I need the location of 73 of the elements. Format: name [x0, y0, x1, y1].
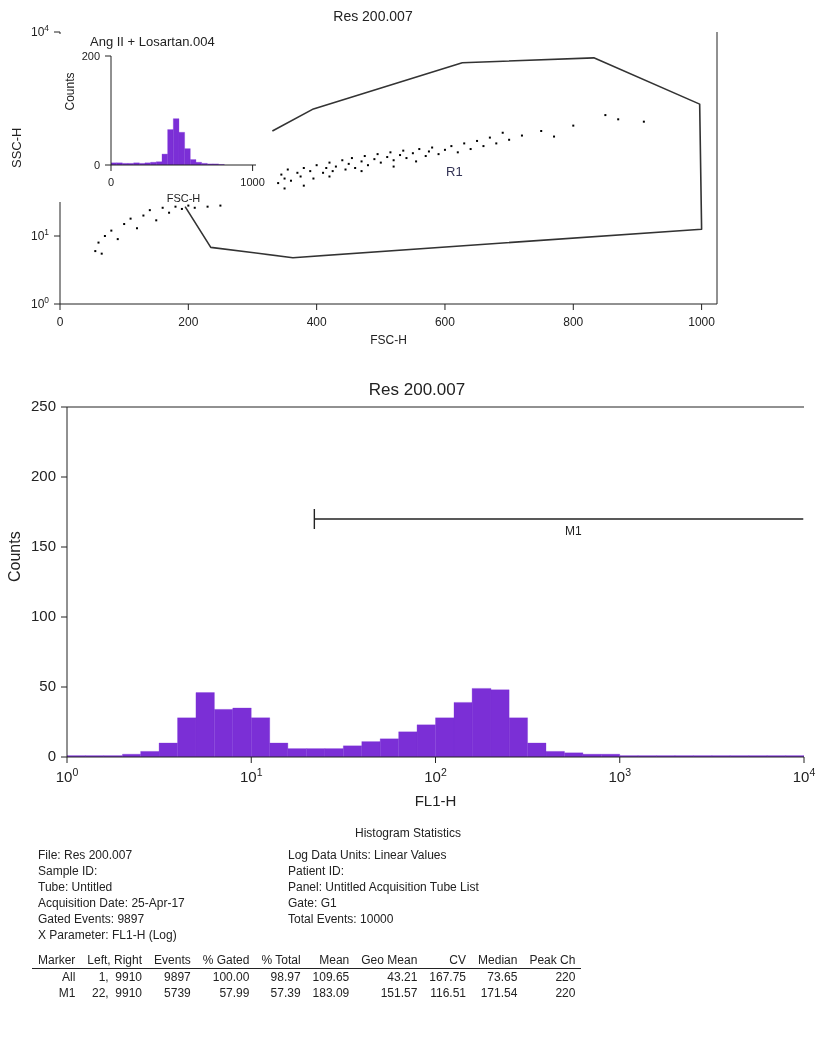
data-label: 43.21 — [386, 969, 419, 985]
y-axis-title: SSC-H — [8, 127, 24, 168]
text: Total Events: 10000 — [288, 912, 395, 926]
text: Log Data Units: Linear Values — [288, 848, 448, 862]
series-label: Left, Right — [81, 952, 149, 969]
y-tick-label: 50 — [39, 677, 56, 694]
text: % Total — [255, 952, 307, 969]
x-axis-title: FL1-H — [414, 792, 457, 809]
text: Tube: Untitled — [38, 880, 114, 894]
chart-title: Res 200.007 — [368, 380, 466, 399]
y-tick-label: 0 — [47, 747, 56, 764]
x-tick-label: 10$^{2}$ — [424, 766, 447, 785]
x-tick-label: 10$^{0}$ — [55, 766, 79, 785]
y-tick-label: 100 — [30, 607, 56, 624]
data-label: 183.09 — [311, 985, 351, 1001]
x-tick-label: 800 — [563, 315, 584, 329]
x-axis-title: FSC-H — [166, 192, 201, 204]
y-tick-label: 150 — [30, 537, 56, 554]
y-tick-label: 10$^{1}$ — [30, 227, 50, 243]
y-axis-title: Counts — [5, 531, 23, 582]
series-label: M1 — [564, 524, 582, 538]
chart-title: Res 200.007 — [332, 8, 414, 24]
x-tick-label: 600 — [434, 315, 456, 329]
text: CV — [423, 952, 473, 969]
data-label: 22, 9910 — [91, 985, 144, 1001]
category-label: M1 — [57, 985, 77, 1001]
category-label: All — [61, 969, 77, 985]
x-tick-label: 10$^{3}$ — [608, 766, 632, 785]
annotation: R1 — [446, 164, 463, 180]
data-label: 98.97 — [269, 969, 302, 985]
data-label: 167.75 — [428, 969, 468, 985]
x-tick-label: 1000 — [688, 315, 716, 329]
data-label: 100.00 — [211, 969, 251, 985]
y-tick-label: 250 — [30, 397, 56, 414]
y-axis-title: Counts — [63, 72, 78, 111]
x-tick-label: 10$^{4}$ — [792, 766, 816, 785]
text: Panel: Untitled Acquisition Tube List — [288, 880, 480, 894]
text: File: Res 200.007 — [38, 848, 134, 862]
data-label: 5739 — [163, 985, 192, 1001]
text: Marker — [32, 952, 82, 969]
y-tick-label: 200 — [30, 467, 56, 484]
text: Histogram Statistics — [354, 826, 462, 840]
text: Median — [472, 952, 524, 969]
text: Sample ID: — [38, 864, 99, 878]
data-label: 57.99 — [218, 985, 251, 1001]
text: Events — [148, 952, 197, 969]
y-tick-label: 10$^{4}$ — [30, 23, 50, 39]
data-label: 151.57 — [379, 985, 419, 1001]
text: % Gated — [196, 952, 256, 969]
text: X Parameter: FL1-H (Log) — [38, 928, 178, 942]
data-label: 1, 9910 — [97, 969, 144, 985]
data-label: 116.51 — [429, 985, 468, 1001]
data-label: 220 — [554, 969, 577, 985]
text: Acquisition Date: 25-Apr-17 — [38, 896, 186, 910]
data-label: 73.65 — [486, 969, 519, 985]
text: Gated Events: 9897 — [38, 912, 146, 926]
text: Peak Ch — [523, 952, 582, 969]
x-axis-title: FSC-H — [370, 333, 407, 347]
data-label: 57.39 — [269, 985, 302, 1001]
text: Patient ID: — [288, 864, 346, 878]
y-tick-label: 10$^{0}$ — [30, 295, 50, 311]
x-tick-label: 400 — [306, 315, 327, 329]
x-tick-label: 200 — [178, 315, 199, 329]
data-label: 220 — [554, 985, 577, 1001]
text: Geo Mean — [355, 952, 424, 969]
data-label: 9897 — [163, 969, 192, 985]
x-tick-label: 1000 — [240, 176, 265, 188]
x-tick-label: 10$^{1}$ — [239, 766, 263, 785]
text: Gate: G1 — [288, 896, 338, 910]
text: Mean — [306, 952, 356, 969]
data-label: 109.65 — [311, 969, 351, 985]
chart-title: Ang II + Losartan.004 — [90, 34, 215, 49]
data-label: 171.54 — [479, 985, 519, 1001]
